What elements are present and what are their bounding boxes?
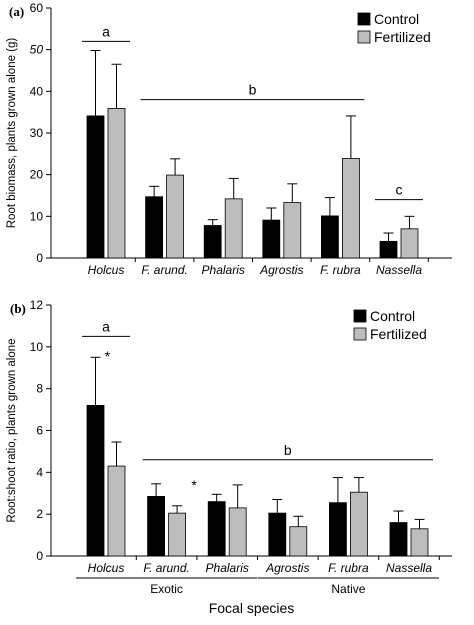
y-tick-label: 0 (36, 251, 43, 265)
control-bar (147, 495, 166, 557)
control-bar (328, 502, 347, 557)
legend-label: Control (374, 11, 419, 27)
x-tick-label: F. arund. (143, 561, 189, 575)
y-tick-label: 60 (30, 1, 44, 15)
fertilized-bar (166, 174, 185, 259)
panel-label: (b) (10, 301, 26, 316)
y-tick-label: 6 (36, 424, 43, 438)
legend-swatch (353, 309, 367, 323)
x-tick-label: Holcus (88, 561, 125, 575)
x-tick-label: Agrostis (265, 561, 309, 575)
y-tick-label: 50 (30, 43, 44, 57)
legend-label: Fertilized (370, 326, 427, 342)
y-tick-label: 12 (30, 298, 44, 312)
control-bar (262, 219, 281, 259)
significance-letter: c (396, 182, 403, 198)
fertilized-bar (410, 528, 429, 557)
group-label: Native (331, 582, 365, 596)
fertilized-bar (107, 465, 126, 557)
y-tick-label: 10 (30, 340, 44, 354)
y-tick-label: 8 (36, 382, 43, 396)
fertilized-bar (224, 198, 243, 259)
legend-swatch (353, 327, 367, 341)
control-bar (379, 240, 398, 259)
fertilized-bar (107, 108, 126, 259)
asterisk: * (105, 348, 111, 364)
group-label: Exotic (150, 582, 183, 596)
fertilized-bar (289, 526, 308, 557)
legend-swatch (357, 30, 371, 44)
legend-label: Control (370, 308, 415, 324)
x-tick-label: Holcus (88, 263, 125, 277)
control-bar (320, 215, 339, 259)
fertilized-bar (168, 512, 187, 557)
control-bar (203, 225, 222, 259)
x-tick-label: Nassella (386, 561, 432, 575)
fertilized-bar (341, 158, 360, 259)
fertilized-bar (349, 491, 368, 557)
y-tick-label: 10 (30, 209, 44, 223)
control-bar (389, 522, 408, 557)
control-bar (86, 404, 105, 557)
x-tick-label: Phalaris (206, 561, 249, 575)
asterisk: * (191, 477, 197, 493)
legend-swatch (357, 12, 371, 26)
y-tick-label: 2 (36, 507, 43, 521)
control-bar (268, 512, 287, 557)
x-tick-label: Phalaris (202, 263, 245, 277)
significance-letter: a (102, 23, 110, 39)
y-axis-label: Root biomass, plants grown alone (g) (6, 38, 18, 229)
significance-letter: a (102, 318, 110, 334)
control-bar (207, 501, 226, 557)
x-tick-label: Nassella (376, 263, 422, 277)
y-tick-label: 0 (36, 549, 43, 563)
fertilized-bar (283, 202, 302, 259)
significance-letter: b (284, 442, 292, 458)
x-tick-label: F. arund. (141, 263, 187, 277)
y-tick-label: 40 (30, 84, 44, 98)
y-tick-label: 30 (30, 126, 44, 140)
fertilized-bar (228, 507, 247, 557)
x-tick-label: F. rubra (320, 263, 361, 277)
y-tick-label: 20 (30, 168, 44, 182)
legend-label: Fertilized (374, 29, 431, 45)
significance-letter: b (249, 82, 257, 98)
y-tick-label: 4 (36, 465, 43, 479)
x-axis-label: Focal species (209, 600, 295, 616)
control-bar (86, 115, 105, 259)
panel-label: (a) (9, 4, 24, 19)
fertilized-bar (400, 228, 419, 259)
x-tick-label: Agrostis (259, 263, 303, 277)
control-bar (145, 196, 164, 259)
y-axis-label: Root:shoot ratio, plants grown alone (6, 338, 18, 522)
x-tick-label: F. rubra (328, 561, 369, 575)
